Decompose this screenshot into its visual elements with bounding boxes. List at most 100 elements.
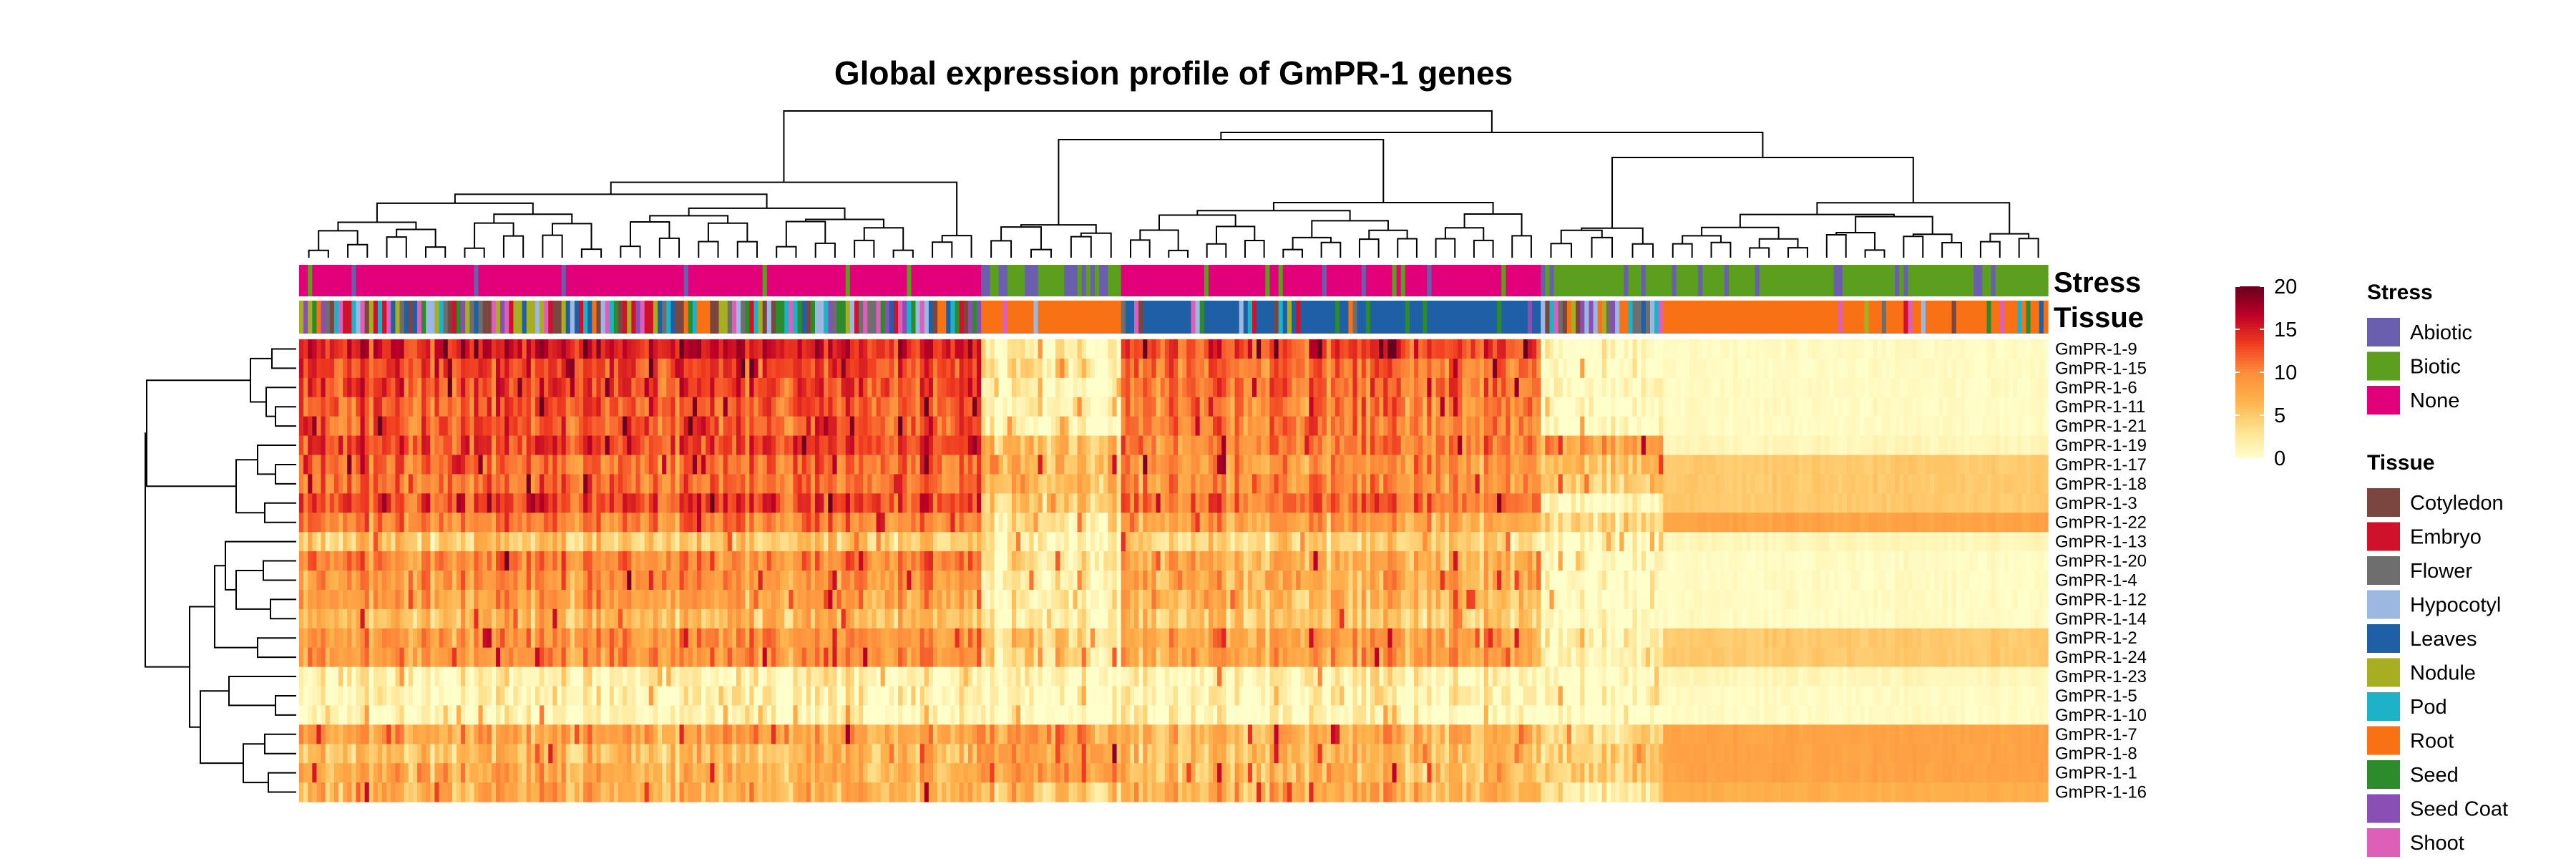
heatmap-cell [491,416,497,437]
heatmap-cell [683,608,689,629]
heatmap-cell [623,493,628,513]
heatmap-cell [561,455,567,475]
heatmap-cell [333,608,339,629]
heatmap-cell [758,474,763,494]
tissue-annotation-cell [893,301,899,334]
heatmap-cell [574,628,580,649]
heatmap-cell [919,513,925,533]
heatmap-cell [806,358,811,379]
tissue-annotation-cell [1095,301,1100,334]
heatmap-cell [312,782,318,802]
heatmap-cell [692,744,698,764]
heatmap-cell [321,571,326,591]
heatmap-cell [618,744,623,764]
column-dendrogram-branch [1158,214,1236,230]
stress-annotation-cell [955,265,960,296]
heatmap-cell [360,455,366,475]
tissue-annotation-cell [1868,301,1874,334]
heatmap-cell [946,474,951,494]
heatmap-cell [771,628,776,649]
heatmap-cell [391,513,396,533]
heatmap-cell [683,551,689,571]
heatmap-cell [491,551,497,571]
heatmap-cell [793,513,799,533]
heatmap-cell [942,416,947,437]
heatmap-cell [884,666,890,687]
heatmap-cell [623,782,628,802]
heatmap-cell [347,397,352,417]
heatmap-cell [443,763,449,783]
heatmap-cell [443,455,449,475]
heatmap-cell [627,397,632,417]
heatmap-cell [889,724,894,744]
heatmap-cell [1020,513,1025,533]
stress-annotation-cell [1523,265,1528,296]
heatmap-cell [981,513,986,533]
heatmap-cell [299,705,304,725]
heatmap-cell [360,358,366,379]
heatmap-cell [1016,666,1021,687]
heatmap-cell [356,666,361,687]
heatmap-cell [356,744,361,764]
heatmap-cell [932,589,938,610]
heatmap-cell [701,628,706,649]
heatmap-cell [1016,339,1021,359]
tissue-annotation-cell [1291,301,1297,334]
stress-annotation-cell [1649,265,1655,296]
heatmap-cell [399,782,405,802]
heatmap-cell [697,608,702,629]
tissue-annotation-cell [373,301,379,334]
heatmap-cell [526,474,532,494]
heatmap-cell [596,724,602,744]
heatmap-cell [391,377,396,398]
tissue-annotation-cell [1186,301,1192,334]
heatmap-cell [666,763,671,783]
heatmap-cell [789,666,794,687]
heatmap-cell [408,551,414,571]
heatmap-cell [360,416,366,437]
heatmap-cell [316,744,322,764]
tissue-annotation-cell [565,301,571,334]
heatmap-cell [535,416,540,437]
heatmap-cell [841,686,847,707]
column-dendrogram-branch [542,234,563,258]
column-dendrogram-branch [1903,236,1924,258]
heatmap-cell [666,455,671,475]
column-dendrogram-branch [1550,243,1573,258]
heatmap-cell [386,532,391,552]
heatmap-cell [631,339,637,359]
heatmap-cell [347,551,352,571]
heatmap-cell [928,377,934,398]
heatmap-cell [509,782,514,802]
heatmap-cell [487,377,492,398]
heatmap-cell [382,608,387,629]
heatmap-cell [731,551,737,571]
heatmap-cell [513,744,519,764]
stress-annotation-cell [1221,265,1226,296]
heatmap-cell [474,589,479,610]
heatmap-cell [386,744,391,764]
heatmap-cell [627,666,632,687]
heatmap-cell [351,397,357,417]
tissue-annotation-cell [1930,301,1935,334]
heatmap-cell [1002,435,1008,456]
heatmap-cell [955,416,960,437]
heatmap-cell [828,628,834,649]
heatmap-cell [741,474,746,494]
heatmap-cell [356,474,361,494]
heatmap-cell [758,339,763,359]
heatmap-cell [727,628,733,649]
heatmap-cell [364,724,370,744]
heatmap-cell [452,532,457,552]
heatmap-cell [356,705,361,725]
heatmap-cell [478,416,484,437]
heatmap-cell [907,782,912,802]
heatmap-cell [1025,763,1030,783]
heatmap-cell [1007,647,1013,668]
heatmap-cell [902,377,907,398]
heatmap-cell [640,358,645,379]
heatmap-cell [522,358,527,379]
heatmap-cell [364,339,370,359]
heatmap-cell [395,339,401,359]
heatmap-cell [478,435,484,456]
